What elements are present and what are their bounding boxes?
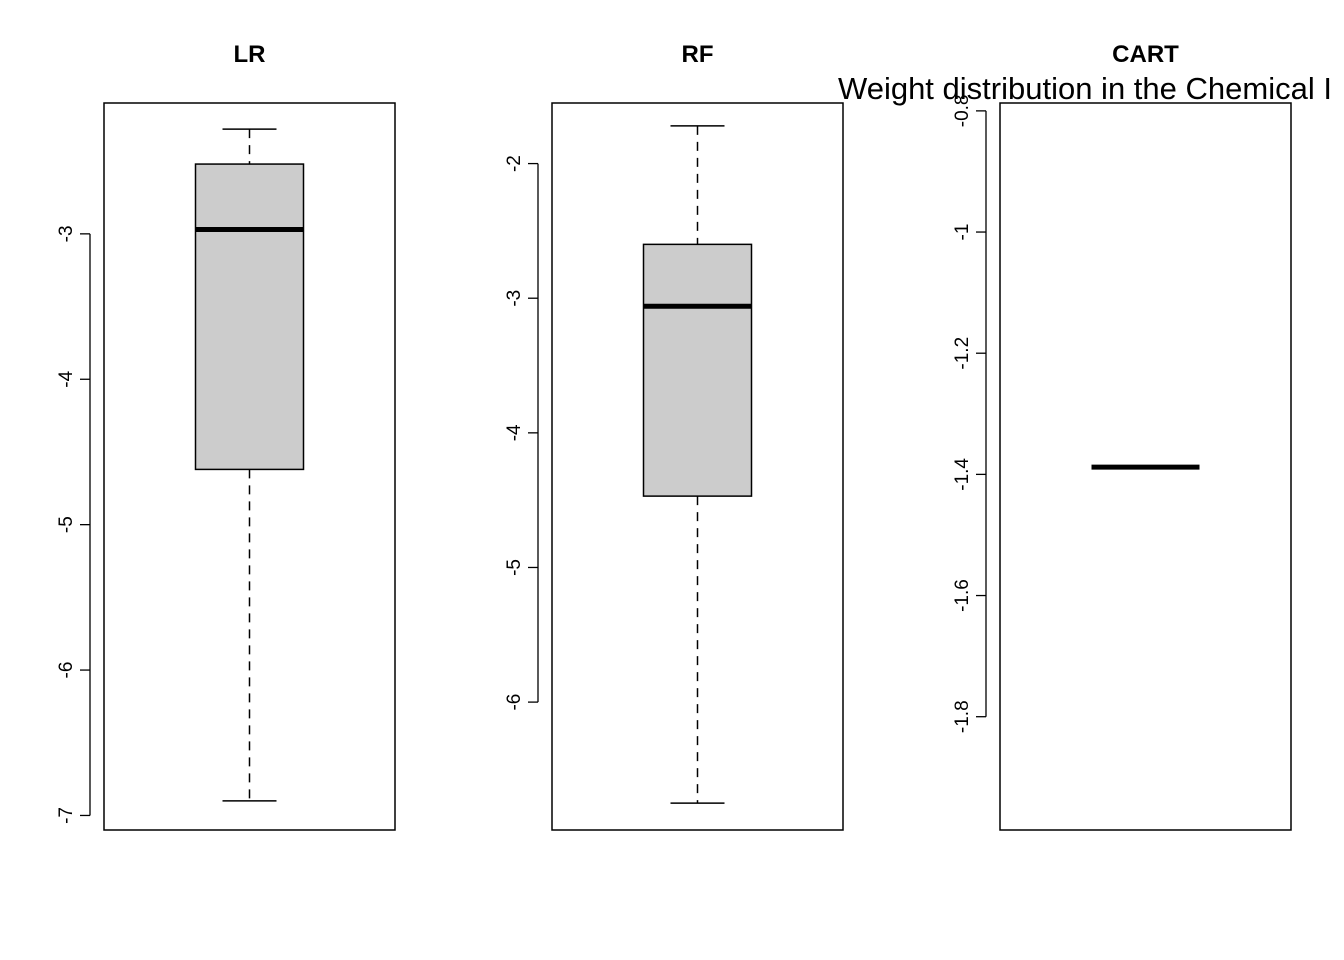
panel-title: CART xyxy=(1112,41,1179,68)
y-tick-label: -6 xyxy=(504,694,525,711)
y-tick-label: -4 xyxy=(56,370,77,387)
y-tick-label: -1.2 xyxy=(952,337,973,370)
iqr-box xyxy=(194,163,305,471)
y-tick-label: -4 xyxy=(504,424,525,441)
panel-title: RF xyxy=(682,41,714,68)
y-tick-label: -3 xyxy=(504,290,525,307)
iqr-box xyxy=(642,243,753,497)
plot-frame xyxy=(999,102,1292,831)
panel-title: LR xyxy=(234,41,266,68)
overlay-title: Weight distribution in the Chemical I xyxy=(838,71,1332,106)
y-tick-label: -7 xyxy=(56,807,77,824)
y-tick-label: -5 xyxy=(504,559,525,576)
y-tick-label: -3 xyxy=(56,225,77,242)
y-tick-label: -1.6 xyxy=(952,579,973,612)
boxplot-panel-lr: LR -3 -4 -5 -6 -7 xyxy=(56,41,396,831)
plot-frame xyxy=(103,102,396,831)
y-tick-label: -0.8 xyxy=(952,95,973,128)
y-tick-label: -1 xyxy=(952,224,973,241)
y-tick-label: -1.4 xyxy=(952,458,973,491)
y-tick-label: -2 xyxy=(504,155,525,172)
y-tick-label: -1.8 xyxy=(952,700,973,733)
y-tick-label: -6 xyxy=(56,662,77,679)
boxplot-panel-cart: CART -0.8 -1 -1.2 -1.4 -1.6 -1.8 xyxy=(952,41,1292,831)
boxplot-panel-rf: RF -2 -3 -4 -5 -6 xyxy=(504,41,844,831)
plot-frame xyxy=(551,102,844,831)
boxplot-panels: LR -3 -4 -5 -6 -7 RF -2 -3 -4 -5 -6 CART -0.8 -1 -1.2 -1… xyxy=(56,41,1292,831)
y-tick-label: -5 xyxy=(56,516,77,533)
